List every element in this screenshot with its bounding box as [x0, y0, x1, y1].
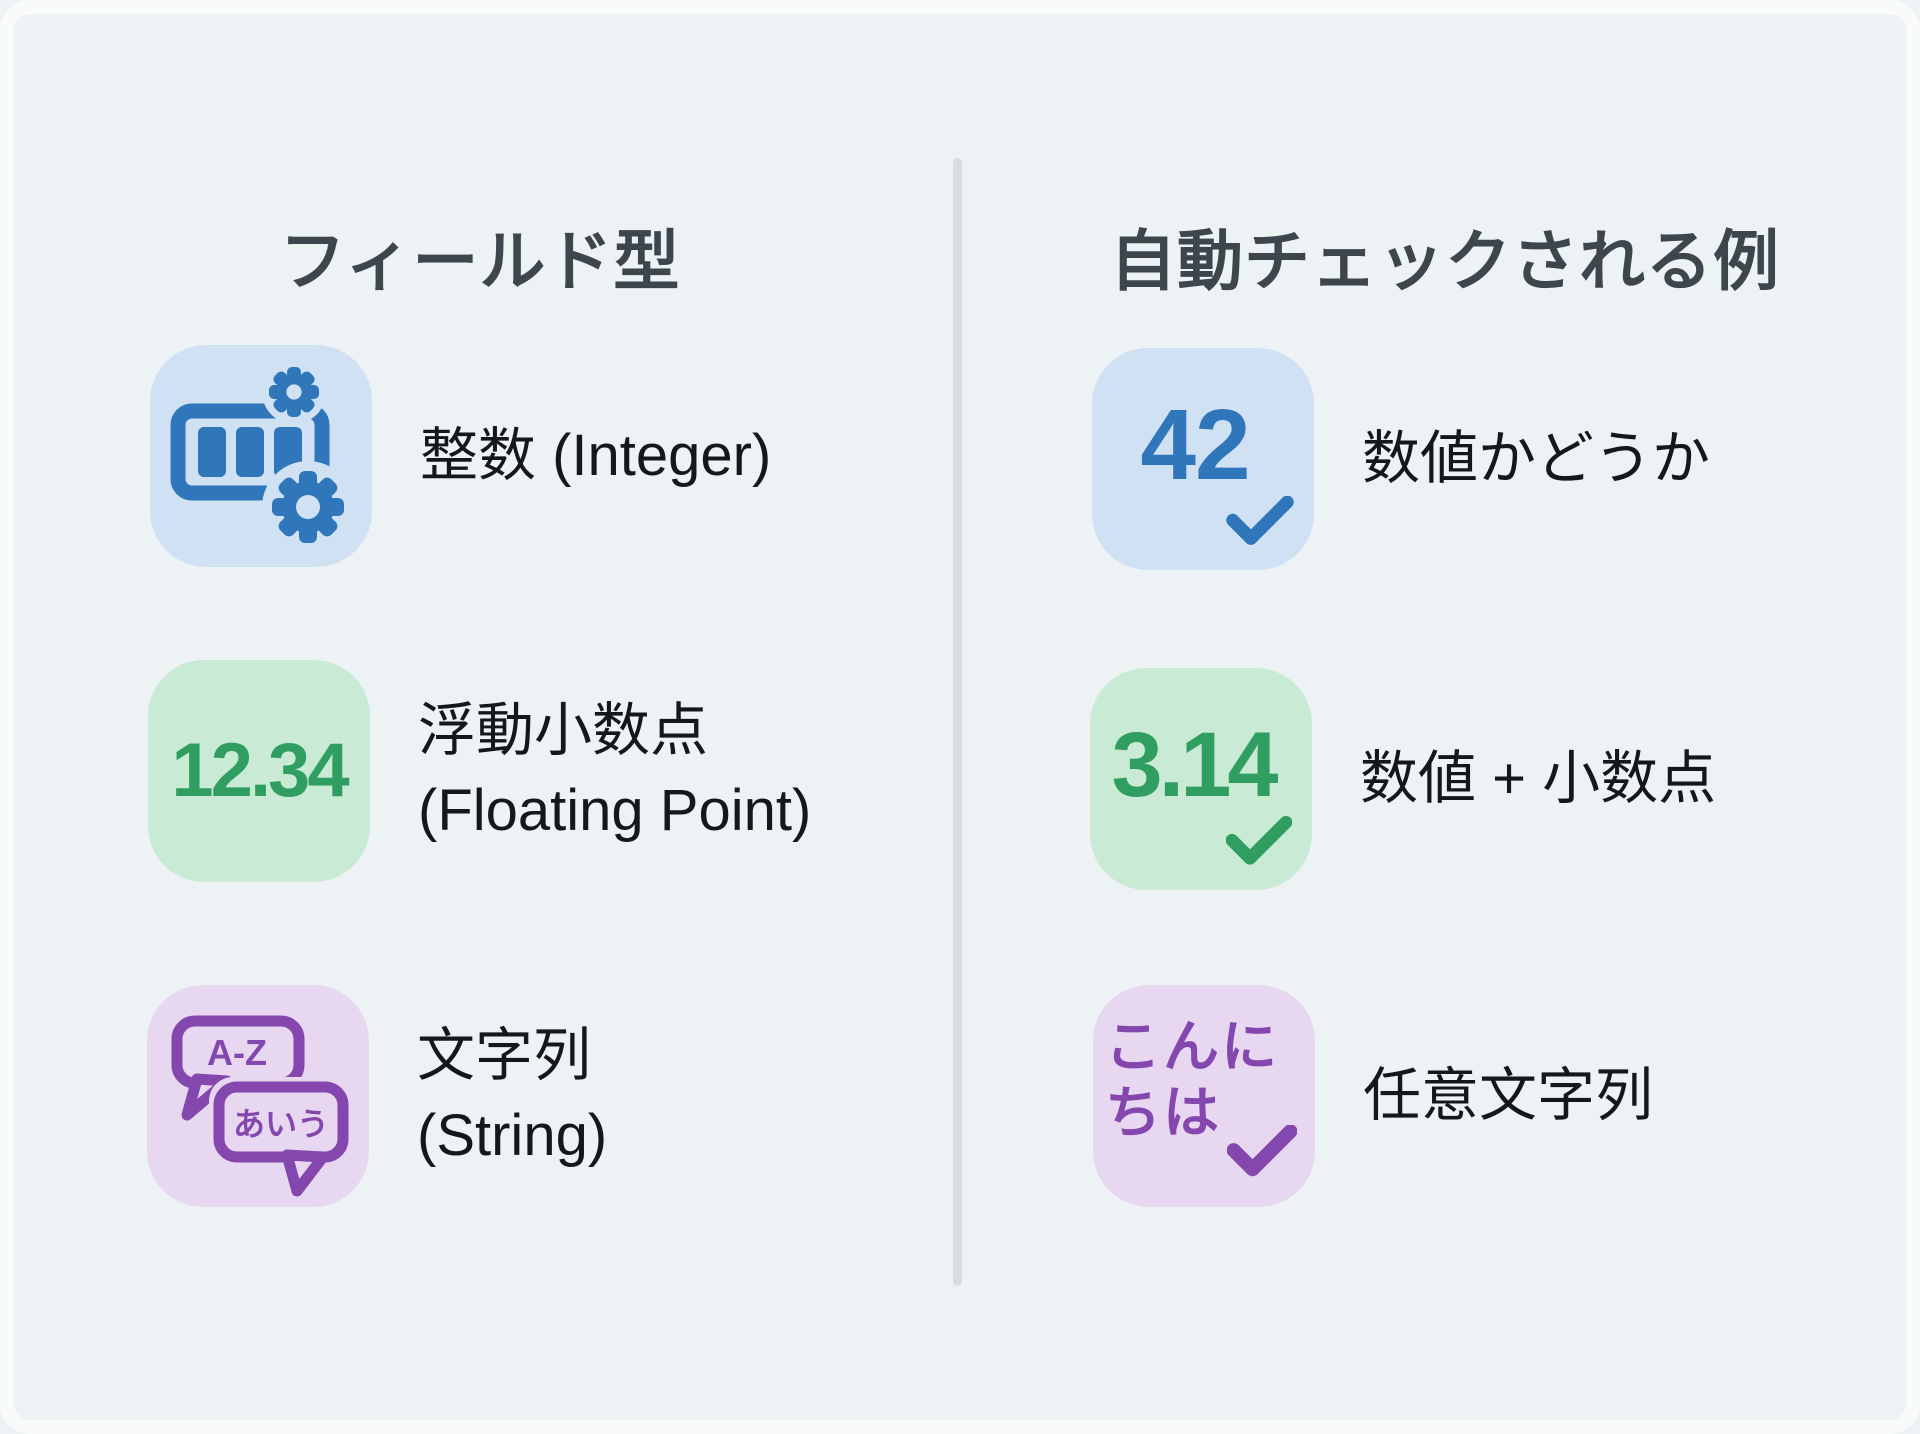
- float-type-tile: 12.34: [148, 660, 370, 882]
- blue-checkmark-icon: [1226, 496, 1294, 545]
- decimal-check-label: 数値 + 小数点: [1360, 745, 1717, 811]
- check-row-numeric: 42 数値かどうか: [1092, 348, 1710, 570]
- string-type-tile: A-Z あいう: [147, 985, 369, 1207]
- string-check-tile: こんに ちは: [1093, 985, 1315, 1207]
- field-type-row-float: 12.34 浮動小数点 (Floating Point): [148, 660, 811, 882]
- string-sample-line1: こんに: [1105, 1014, 1279, 1078]
- numeric-check-tile: 42: [1092, 348, 1314, 570]
- string-type-label-line1: 文字列: [417, 1022, 592, 1088]
- bubble-kana-text: あいう: [233, 1106, 329, 1142]
- green-checkmark-icon: [1226, 816, 1292, 865]
- translate-speech-bubbles-icon: A-Z あいう: [171, 1015, 353, 1197]
- integer-type-label: 整数 (Integer): [420, 422, 772, 488]
- float-sample-number: 12.34: [171, 728, 349, 813]
- string-sample-value: こんに ちは: [1105, 1014, 1279, 1146]
- table-gears-icon: [170, 360, 354, 553]
- numeric-sample-value: 42: [1140, 389, 1250, 501]
- float-type-label: 浮動小数点 (Floating Point): [418, 691, 811, 851]
- float-type-label-line2: (Floating Point): [418, 778, 812, 843]
- string-check-label: 任意文字列: [1363, 1062, 1654, 1128]
- bubble-latin-text: A-Z: [207, 1032, 267, 1073]
- right-column-title: 自動チェックされる例: [1110, 224, 1780, 298]
- numeric-check-label: 数値かどうか: [1362, 425, 1711, 491]
- field-type-row-integer: 整数 (Integer): [150, 345, 771, 567]
- decimal-sample-value: 3.14: [1111, 714, 1278, 816]
- purple-checkmark-icon: [1227, 1125, 1297, 1177]
- check-row-decimal: 3.14 数値 + 小数点: [1090, 668, 1716, 890]
- field-type-row-string: A-Z あいう 文字列 (String): [147, 985, 607, 1207]
- left-column-title: フィールド型: [279, 224, 681, 298]
- float-type-label-line1: 浮動小数点: [418, 697, 709, 763]
- column-divider: [953, 158, 962, 1286]
- check-row-string: こんに ちは 任意文字列: [1093, 985, 1653, 1207]
- string-type-label-line2: (String): [417, 1103, 608, 1168]
- decimal-check-tile: 3.14: [1090, 668, 1312, 890]
- string-type-label: 文字列 (String): [417, 1016, 607, 1176]
- string-sample-line2: ちは: [1105, 1081, 1221, 1144]
- integer-type-tile: [150, 345, 372, 567]
